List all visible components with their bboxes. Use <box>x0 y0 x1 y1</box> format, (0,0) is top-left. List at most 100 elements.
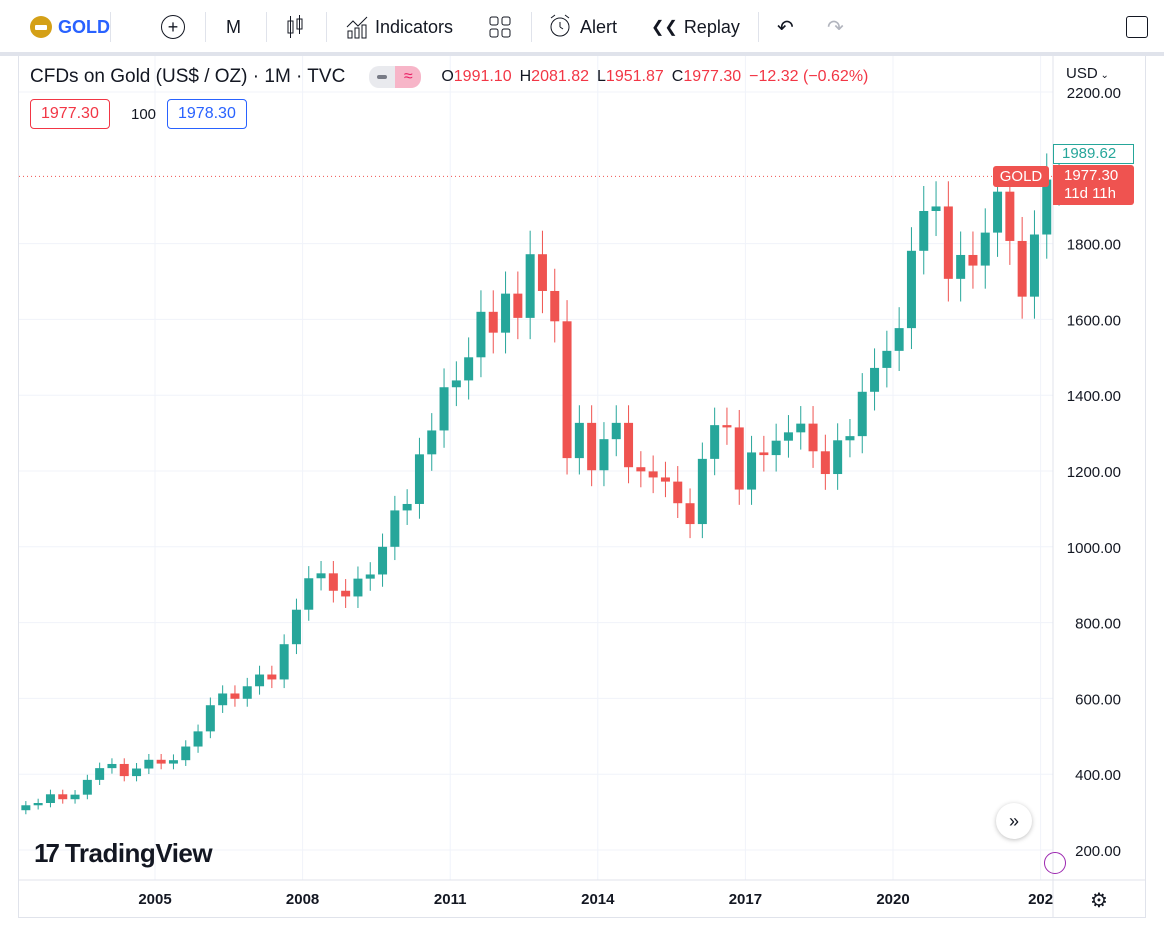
candles-icon <box>287 15 303 38</box>
scroll-to-realtime-button[interactable]: » <box>996 803 1032 839</box>
interval-label: M <box>226 16 241 37</box>
candle-body <box>255 674 265 687</box>
candle-body <box>341 590 351 597</box>
candle-body <box>1005 191 1015 241</box>
tradingview-logo[interactable]: 17 TradingView <box>34 838 213 869</box>
order-quantity[interactable]: 100 <box>131 106 157 123</box>
y-tick-label: 1600.00 <box>1067 312 1121 329</box>
candle-body <box>574 422 584 459</box>
candle-body <box>58 794 68 800</box>
candle-body <box>525 254 535 318</box>
legend-toggle[interactable]: ≈ <box>369 66 422 88</box>
currency-select[interactable]: USD ⌄ <box>1066 65 1109 82</box>
candle-body <box>95 768 105 780</box>
candle-body <box>132 768 142 777</box>
y-tick-label: 200.00 <box>1075 843 1121 860</box>
compare-button[interactable]: + <box>161 12 185 42</box>
sell-button[interactable]: 1977.30 <box>30 99 110 129</box>
open-value: 1991.10 <box>453 68 512 85</box>
x-tick-label: 202 <box>1028 891 1053 908</box>
candle-body <box>759 452 769 456</box>
candle-body <box>279 644 289 680</box>
candle-body <box>378 546 388 575</box>
grid-icon <box>489 16 511 38</box>
candle-body <box>304 578 314 610</box>
candle-body <box>21 805 31 811</box>
settings-gear-icon[interactable]: ⚙ <box>1090 890 1108 912</box>
alert-button[interactable]: Alert <box>548 12 617 42</box>
candle-body <box>648 471 658 478</box>
candle-body <box>70 794 80 800</box>
candle-body <box>144 759 154 769</box>
candle-body <box>968 254 978 266</box>
change-value: −12.32 (−0.62%) <box>749 68 869 85</box>
y-tick-label: 1400.00 <box>1067 388 1121 405</box>
x-tick-label: 2017 <box>729 891 762 908</box>
plus-circle-icon: + <box>161 15 185 39</box>
y-tick-label: 400.00 <box>1075 767 1121 784</box>
low-value: 1951.87 <box>605 68 664 85</box>
x-tick-label: 2008 <box>286 891 319 908</box>
redo-icon: ↷ <box>827 16 844 39</box>
toolbar-divider <box>0 52 1164 56</box>
y-tick-label: 600.00 <box>1075 691 1121 708</box>
candle-body <box>931 206 941 212</box>
candle-body <box>33 803 43 806</box>
top-toolbar: GOLD + M Indicators Alert ❮❮ Replay ↶ ↷ <box>0 0 1164 52</box>
chart-pane[interactable]: 2200.00 1800.00 1600.00 1400.00 1200.00 1000.… <box>18 56 1146 918</box>
symbol-title: CFDs on Gold (US$ / OZ) · 1M · TVC <box>30 66 346 87</box>
candle-body <box>1029 234 1039 297</box>
candle-body <box>796 423 806 433</box>
interval-button[interactable]: M <box>226 12 241 42</box>
candle-body <box>451 380 461 388</box>
high-label: H <box>519 68 532 85</box>
bar-countdown: 11d 11h <box>1064 185 1116 202</box>
chart-type-button[interactable] <box>285 12 305 42</box>
candle-body <box>242 686 252 699</box>
symbol-label: GOLD <box>58 16 110 37</box>
candle-body <box>611 422 621 440</box>
undo-button[interactable]: ↶ <box>777 12 794 42</box>
candle-body <box>193 731 203 747</box>
event-marker-icon[interactable] <box>1044 852 1066 874</box>
x-tick-label: 2020 <box>876 891 909 908</box>
candle-body <box>845 436 855 441</box>
candle-body <box>501 293 511 333</box>
candle-body <box>697 458 707 525</box>
symbol-button[interactable]: GOLD <box>30 12 110 42</box>
square-icon <box>1126 16 1148 38</box>
candle-body <box>722 425 732 428</box>
candle-body <box>734 427 744 490</box>
layout-button[interactable] <box>1126 12 1148 42</box>
candle-body <box>82 779 92 795</box>
candle-body <box>107 763 117 769</box>
replay-label: Replay <box>683 16 740 37</box>
y-tick-label: 1200.00 <box>1067 464 1121 481</box>
y-tick-label: 1000.00 <box>1067 540 1121 557</box>
candle-body <box>624 422 634 468</box>
candle-body <box>980 232 990 266</box>
candle-body <box>181 746 191 761</box>
candle-body <box>316 573 326 579</box>
candle-body <box>390 510 400 547</box>
candle-body <box>168 760 178 764</box>
y-tick-label: 800.00 <box>1075 616 1121 633</box>
price-chart[interactable]: 2200.00 1800.00 1600.00 1400.00 1200.00 1000.… <box>19 56 1146 918</box>
close-label: C <box>671 68 684 85</box>
gold-logo-icon <box>30 16 52 38</box>
templates-button[interactable] <box>489 12 511 42</box>
candle-body <box>1017 240 1027 297</box>
buy-button[interactable]: 1978.30 <box>167 99 247 129</box>
last-price-label: 1977.30 11d 11h <box>1053 165 1134 205</box>
indicators-button[interactable]: Indicators <box>345 12 453 42</box>
candle-body <box>562 321 572 459</box>
alarm-clock-icon <box>550 14 570 37</box>
close-value: 1977.30 <box>683 68 742 85</box>
candle-body <box>328 573 338 591</box>
x-tick-label: 2011 <box>434 891 467 908</box>
candle-body <box>464 357 474 381</box>
candle-body <box>956 254 966 279</box>
candle-body <box>537 254 547 291</box>
replay-button[interactable]: ❮❮ Replay <box>651 12 740 42</box>
redo-button[interactable]: ↷ <box>827 12 844 42</box>
